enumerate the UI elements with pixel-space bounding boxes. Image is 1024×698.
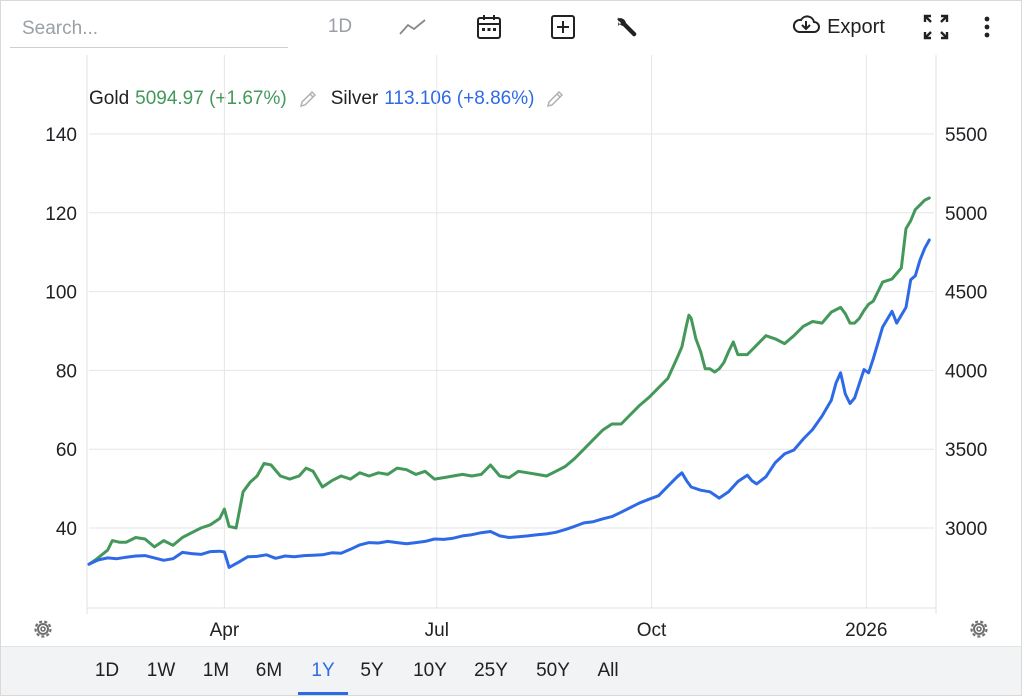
legend-gold-value: 5094.97 (+1.67%) bbox=[135, 88, 287, 109]
legend-gold-name: Gold bbox=[89, 88, 130, 109]
left-y-tick-label: 40 bbox=[56, 519, 77, 540]
range-button-50y[interactable]: 50Y bbox=[536, 660, 570, 681]
chart-legend: Gold 5094.97 (+1.67%) Silver 113.106 (+8… bbox=[89, 86, 578, 112]
fullscreen-icon[interactable] bbox=[918, 10, 954, 44]
edit-silver-pencil-icon[interactable] bbox=[544, 88, 566, 110]
right-y-tick-label: 4000 bbox=[945, 361, 987, 382]
axis-layer: 40 60 80 100 120 140 3000 3500 4000 4500 5000 5500 A… bbox=[45, 125, 987, 641]
legend-silver-value: 113.106 (+8.86%) bbox=[384, 88, 535, 109]
right-y-tick-label: 5500 bbox=[945, 125, 987, 146]
right-y-tick-label: 3500 bbox=[945, 440, 987, 461]
range-selector: 1D 1W 1M 6M 1Y 5Y 10Y 25Y 50Y All bbox=[1, 646, 1021, 695]
left-y-tick-label: 100 bbox=[45, 283, 77, 304]
x-tick-label: Oct bbox=[637, 620, 667, 641]
active-range-underline bbox=[298, 692, 348, 695]
series-layer bbox=[87, 196, 931, 569]
range-button-1y[interactable]: 1Y bbox=[298, 647, 348, 695]
left-y-tick-label: 80 bbox=[56, 361, 77, 382]
plus-box-icon[interactable] bbox=[546, 10, 580, 44]
toolbar: 1D Export bbox=[0, 0, 1024, 58]
range-button-5y[interactable]: 5Y bbox=[360, 660, 384, 681]
right-axis-settings-gear-icon[interactable] bbox=[966, 616, 992, 642]
range-button-1d[interactable]: 1D bbox=[94, 660, 120, 681]
calendar-icon[interactable] bbox=[471, 10, 507, 44]
left-y-tick-label: 60 bbox=[56, 440, 77, 461]
search-input[interactable] bbox=[10, 10, 288, 48]
right-y-tick-label: 3000 bbox=[945, 519, 987, 540]
cloud-download-icon bbox=[791, 13, 821, 41]
export-label: Export bbox=[827, 15, 885, 38]
interval-button[interactable]: 1D bbox=[327, 16, 353, 37]
range-button-6m[interactable]: 6M bbox=[255, 660, 283, 681]
line-chart-icon[interactable] bbox=[393, 10, 433, 44]
x-tick-label: 2026 bbox=[845, 620, 887, 641]
right-y-tick-label: 5000 bbox=[945, 204, 987, 225]
range-button-10y[interactable]: 10Y bbox=[413, 660, 447, 681]
left-y-tick-label: 140 bbox=[45, 125, 77, 146]
range-button-all[interactable]: All bbox=[597, 660, 619, 681]
wrench-icon[interactable] bbox=[609, 10, 643, 44]
export-button[interactable]: Export bbox=[786, 10, 890, 44]
legend-silver-name: Silver bbox=[330, 88, 379, 109]
series-line-gold bbox=[87, 196, 931, 566]
range-button-1m[interactable]: 1M bbox=[202, 660, 230, 681]
x-tick-label: Jul bbox=[425, 620, 449, 641]
x-tick-label: Apr bbox=[210, 620, 240, 641]
series-line-silver bbox=[87, 238, 931, 569]
more-vertical-icon[interactable] bbox=[970, 10, 1004, 44]
left-axis-settings-gear-icon[interactable] bbox=[30, 616, 56, 642]
edit-gold-pencil-icon[interactable] bbox=[297, 88, 319, 110]
right-y-tick-label: 4500 bbox=[945, 283, 987, 304]
left-y-tick-label: 120 bbox=[45, 204, 77, 225]
range-button-25y[interactable]: 25Y bbox=[474, 660, 508, 681]
grid-layer bbox=[86, 55, 937, 614]
range-button-1w[interactable]: 1W bbox=[146, 660, 176, 681]
